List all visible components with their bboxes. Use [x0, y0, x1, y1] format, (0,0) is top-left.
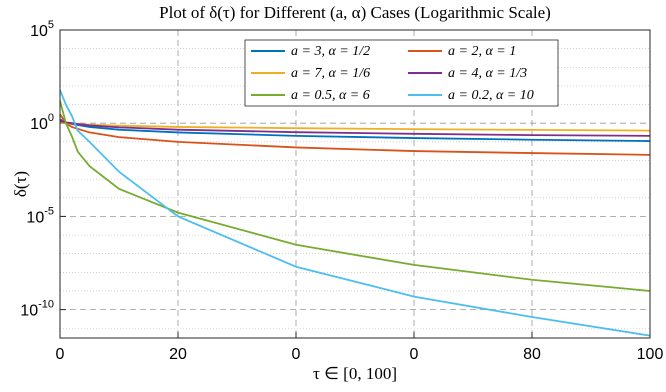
series-line	[59, 113, 651, 156]
y-tick-label: 10-5	[26, 205, 54, 226]
legend-label: a = 0.2, α = 10	[448, 88, 534, 103]
legend-box	[244, 39, 559, 107]
legend-label: a = 4, α = 1/3	[448, 66, 527, 81]
legend: a = 3, α = 1/2 a = 2, α = 1 a = 7, α = 1/6…	[244, 39, 559, 107]
series-line	[59, 100, 651, 292]
series-line	[59, 89, 651, 337]
legend-label: a = 3, α = 1/2	[291, 44, 370, 59]
series-line	[59, 120, 651, 137]
legend-label: a = 2, α = 1	[448, 44, 516, 59]
x-tick-label: 0	[56, 346, 65, 363]
y-tick-label: 105	[30, 19, 54, 40]
x-tick-label: 0	[292, 346, 301, 363]
lines	[59, 89, 651, 337]
y-tick-label: 10-10	[20, 299, 54, 320]
chart-title: Plot of δ(τ) for Different (a, α) Cases …	[159, 3, 551, 22]
x-axis-label: τ ∈ [0, 100]	[313, 364, 397, 383]
axes-box	[59, 29, 651, 339]
y-tick-label: 100	[30, 112, 54, 133]
x-tick-label: 80	[523, 346, 541, 363]
x-tick-label: 100	[637, 346, 664, 363]
legend-label: a = 7, α = 1/6	[291, 66, 370, 81]
y-axis-label: δ(τ)	[11, 171, 30, 197]
legend-label: a = 0.5, α = 6	[291, 88, 370, 103]
x-tick-label: 20	[169, 346, 187, 363]
x-tick-label: 0	[410, 346, 419, 363]
